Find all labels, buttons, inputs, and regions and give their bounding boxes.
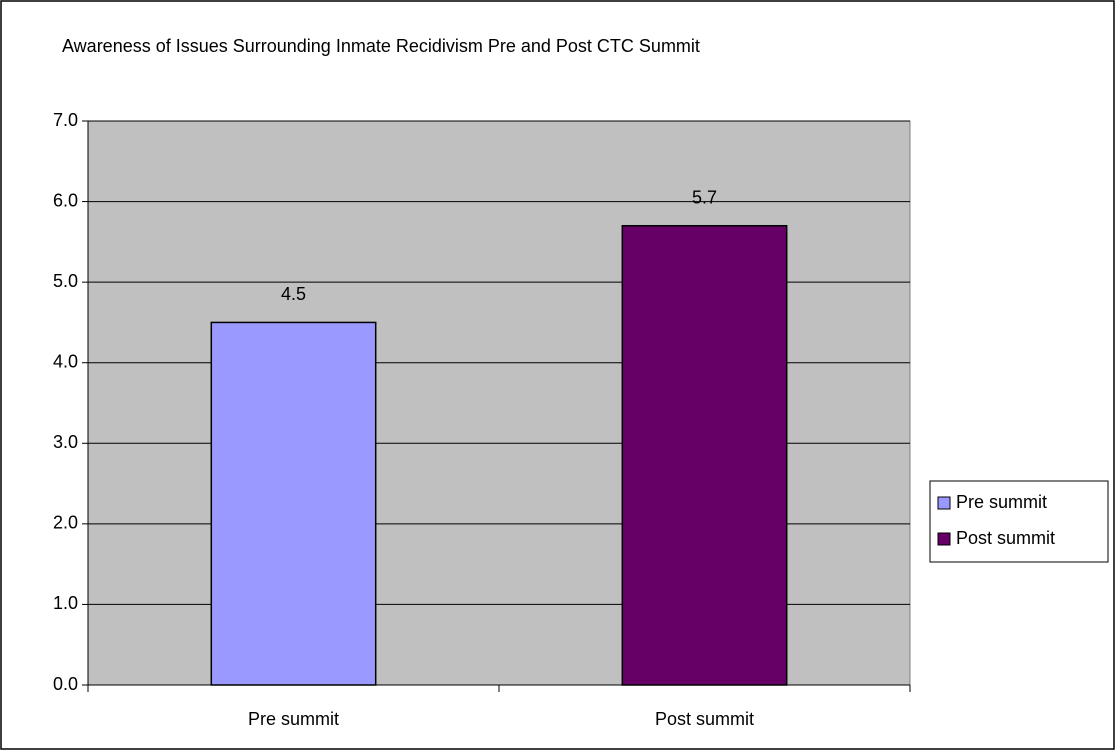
y-tick-label: 4.0 xyxy=(53,351,78,371)
chart-title: Awareness of Issues Surrounding Inmate R… xyxy=(62,36,700,56)
legend-label: Pre summit xyxy=(956,492,1047,512)
y-tick-label: 2.0 xyxy=(53,513,78,533)
legend-label: Post summit xyxy=(956,528,1055,548)
bar xyxy=(210,321,377,686)
y-tick-label: 7.0 xyxy=(53,110,78,130)
legend-box xyxy=(929,480,1109,563)
data-label: 5.7 xyxy=(692,187,717,207)
x-tick-label: Pre summit xyxy=(248,709,339,729)
legend-swatch xyxy=(937,496,951,510)
legend-swatch xyxy=(937,532,951,546)
x-tick-label: Post summit xyxy=(655,709,754,729)
bar xyxy=(621,224,788,686)
y-tick-label: 5.0 xyxy=(53,271,78,291)
y-tick-label: 6.0 xyxy=(53,190,78,210)
y-tick-label: 0.0 xyxy=(53,674,78,694)
y-tick-label: 3.0 xyxy=(53,432,78,452)
data-label: 4.5 xyxy=(281,284,306,304)
y-tick-label: 1.0 xyxy=(53,593,78,613)
